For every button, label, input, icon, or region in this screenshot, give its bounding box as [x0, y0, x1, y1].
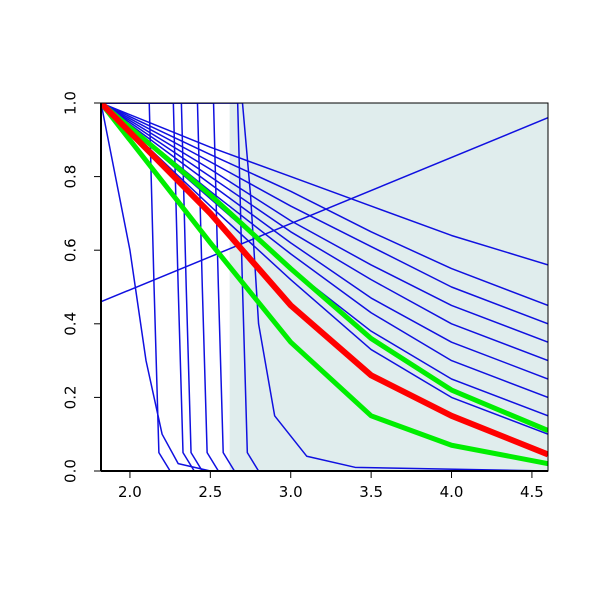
x-tick-label: 4.5 — [520, 483, 544, 501]
series-line — [101, 103, 548, 433]
series-line — [101, 103, 548, 435]
series-line — [101, 103, 548, 471]
series-line — [101, 103, 548, 471]
x-tick-label: 2.5 — [198, 483, 222, 501]
y-tick-label: 0.8 — [62, 165, 80, 189]
series-line — [101, 103, 548, 471]
series-line — [101, 103, 548, 471]
y-tick-label: 0.2 — [62, 385, 80, 409]
series-line — [101, 103, 548, 471]
x-tick-label: 4.0 — [440, 483, 464, 501]
x-tick-label: 2.0 — [118, 483, 142, 501]
x-tick-label: 3.0 — [279, 483, 303, 501]
series-line — [101, 103, 548, 458]
y-tick-label: 0.0 — [62, 459, 80, 483]
y-tick-label: 1.0 — [62, 91, 80, 115]
series-line — [101, 103, 548, 467]
series-line — [101, 103, 211, 471]
y-tick-label: 0.4 — [62, 312, 80, 336]
series-line — [101, 117, 548, 303]
series-line — [101, 103, 548, 471]
y-tick-label: 0.6 — [62, 238, 80, 262]
x-tick-label: 3.5 — [359, 483, 383, 501]
series-line — [101, 103, 548, 380]
series-line — [101, 103, 548, 325]
series-line — [101, 103, 548, 266]
series-line — [101, 103, 548, 362]
series-line — [101, 103, 548, 307]
series-line — [101, 103, 548, 343]
series-line — [101, 103, 548, 471]
plot-area — [101, 103, 548, 471]
